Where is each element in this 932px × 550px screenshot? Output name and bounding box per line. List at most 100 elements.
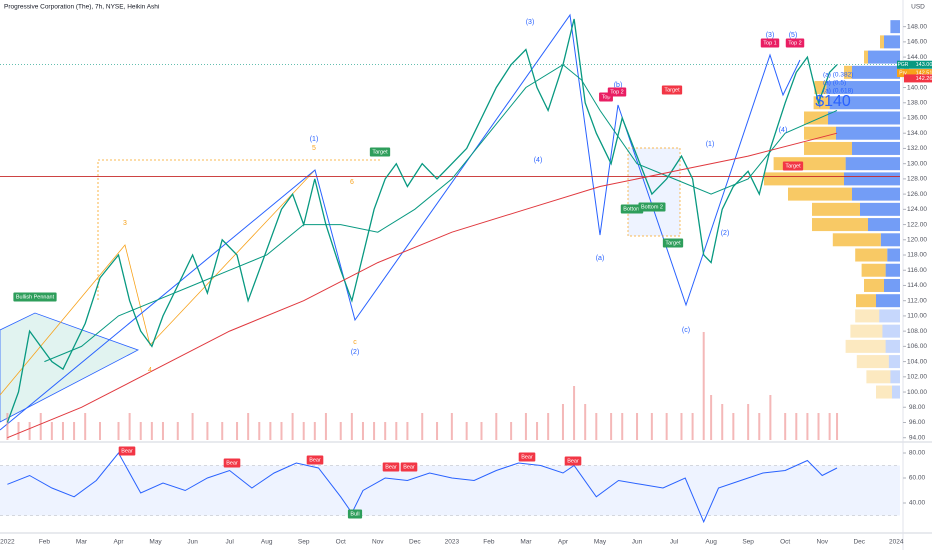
y-tick-label: 140.00: [907, 84, 927, 91]
x-tick-label: Oct: [336, 539, 346, 546]
profile-down: [804, 141, 852, 155]
x-tick-label: Jun: [632, 539, 643, 546]
y-tick-label: 128.00: [907, 176, 927, 183]
volume-bar: [17, 422, 20, 440]
volume-bar: [621, 413, 624, 440]
price-tag: [904, 69, 932, 78]
profile-up: [868, 218, 900, 232]
y-tick-label: 110.00: [907, 313, 927, 320]
profile-up: [884, 278, 900, 292]
volume-bar: [291, 413, 294, 440]
x-tick-label: Apr: [113, 539, 124, 546]
volume-bar: [817, 413, 820, 440]
volume-bar: [50, 422, 53, 440]
volume-bar: [665, 413, 668, 440]
volume-bar: [236, 422, 239, 440]
profile-down: [788, 187, 852, 201]
volume-bar: [421, 413, 424, 440]
volume-bar: [28, 422, 31, 440]
pattern-label: Target: [785, 163, 801, 169]
x-tick-label: Sep: [742, 539, 754, 546]
volume-bar: [747, 404, 750, 440]
y-tick-label: 98.00: [909, 404, 926, 411]
price-tag-name: Prv: [899, 70, 907, 76]
x-tick-label: Feb: [483, 539, 495, 546]
volume-bar: [573, 386, 576, 440]
pattern-label-box: [760, 38, 780, 48]
pattern-label: Top 2: [788, 40, 801, 46]
pattern-label-box: [369, 147, 391, 157]
volume-bar: [450, 413, 453, 440]
volume-bar: [536, 422, 539, 440]
profile-up: [890, 370, 900, 384]
profile-up: [828, 111, 900, 125]
x-tick-label: 2023: [445, 539, 460, 546]
profile-up: [852, 187, 900, 201]
profile-up: [882, 324, 900, 338]
profile-down: [832, 233, 881, 247]
pattern-label: Top: [602, 94, 611, 100]
volume-bar: [702, 332, 705, 440]
profile-up: [852, 65, 900, 79]
profile-up: [887, 248, 900, 262]
profile-down: [844, 65, 852, 79]
x-tick-label: May: [594, 539, 607, 546]
x-tick-label: 2024: [889, 539, 904, 546]
volume-bar: [465, 422, 468, 440]
profile-down: [866, 370, 891, 384]
volume-bar: [61, 422, 64, 440]
profile-up: [879, 309, 900, 323]
profile-up: [892, 385, 900, 399]
volume-bar: [547, 413, 550, 440]
pattern-label: Top 2: [610, 89, 623, 95]
signal-label-box: [564, 456, 582, 466]
volume-bar: [99, 422, 101, 440]
fib-label: (a) (0.382): [823, 72, 853, 79]
x-tick-label: May: [149, 539, 162, 546]
volume-bar: [6, 413, 9, 440]
x-tick-label: Aug: [705, 539, 717, 546]
price-tag: [904, 60, 932, 69]
volume-bar: [258, 422, 261, 440]
wave-label: (a): [596, 255, 605, 262]
y-tick-label: 100.00: [907, 389, 927, 396]
pattern-label: Bullish Pennant: [16, 294, 55, 300]
x-tick-label: 2022: [0, 539, 15, 546]
price-tag-label: 142.26: [916, 76, 932, 82]
profile-up: [836, 126, 900, 140]
y-tick-label: 40.00: [909, 500, 926, 507]
volume-bar: [117, 422, 120, 440]
wave-label: (3): [526, 19, 535, 26]
profile-down: [804, 126, 836, 140]
target-zone: [97, 159, 380, 300]
volume-bar: [524, 413, 527, 440]
volume-bar: [395, 422, 398, 440]
x-tick-label: Nov: [372, 539, 384, 546]
pattern-label-box: [620, 204, 644, 214]
y-tick-label: 120.00: [907, 237, 927, 244]
volume-bar: [128, 413, 131, 440]
wave-label: (4): [779, 127, 788, 134]
y-tick-label: 126.00: [907, 191, 927, 198]
y-tick-label: 96.00: [909, 419, 926, 426]
volume-bar: [339, 422, 342, 440]
volume-bar: [39, 413, 42, 440]
x-tick-label: Sep: [298, 539, 310, 546]
profile-down: [812, 202, 860, 216]
pattern-label: Target: [664, 87, 680, 93]
signal-label-box: [118, 446, 136, 456]
profile-up: [844, 172, 900, 186]
volume-bar: [84, 413, 87, 440]
wave-label: 5: [312, 145, 316, 152]
signal-label-box: [400, 462, 418, 472]
volume-bar: [784, 413, 787, 440]
volume-bar: [139, 422, 142, 440]
profile-up: [826, 81, 900, 95]
price-tag-name: PGR: [898, 62, 909, 68]
profile-down: [804, 111, 828, 125]
wave-label: 3: [123, 220, 127, 227]
x-tick-label: Aug: [261, 539, 273, 546]
signal-label-box: [518, 452, 536, 462]
signal-label-box: [306, 455, 324, 465]
